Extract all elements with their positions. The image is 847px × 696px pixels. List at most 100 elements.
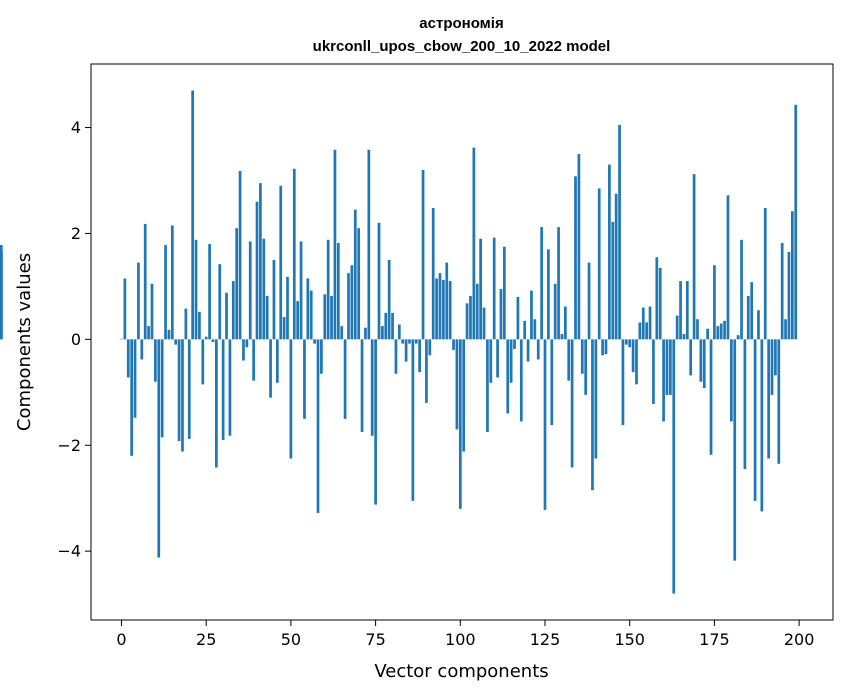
bar-110 [492, 237, 496, 340]
bar-34 [235, 228, 239, 340]
bar-75 [374, 339, 377, 505]
bar-13 [164, 245, 167, 340]
bar-149 [624, 339, 628, 345]
bar-180 [730, 339, 733, 422]
bar-111 [496, 339, 499, 378]
bar-112 [499, 289, 503, 340]
bar-85 [408, 339, 411, 344]
bar-65 [340, 326, 344, 340]
bar-103 [469, 295, 472, 340]
bar-195 [780, 242, 784, 340]
bar-17 [177, 339, 181, 442]
bar-119 [523, 320, 527, 340]
bar-140 [594, 339, 598, 459]
y-tick-label: 4 [71, 118, 81, 137]
bar-121 [530, 290, 533, 340]
bar-150 [628, 339, 632, 348]
bar-48 [282, 317, 286, 340]
bar-102 [465, 303, 469, 340]
bar-14 [167, 329, 171, 340]
bar-169 [692, 174, 696, 340]
bar-37 [245, 339, 249, 348]
bar-194 [777, 339, 781, 464]
bar-183 [740, 239, 743, 340]
bar-129 [557, 227, 560, 340]
bar-162 [669, 339, 672, 395]
bar-50 [289, 339, 293, 459]
bar-101 [462, 339, 466, 452]
bar-131 [563, 306, 567, 340]
bar-191 [767, 339, 770, 459]
bar-90 [425, 339, 428, 403]
bar-141 [597, 188, 601, 340]
bar-69 [353, 209, 357, 340]
bar-135 [577, 154, 581, 340]
bar-54 [303, 339, 306, 419]
bar-58 [316, 339, 320, 514]
bar-26 [208, 244, 211, 340]
bar-165 [679, 281, 682, 340]
bar-77 [381, 326, 384, 340]
x-tick-label: 150 [614, 630, 645, 649]
bar-133 [570, 339, 574, 468]
bar-175 [713, 265, 716, 340]
bar-172 [702, 339, 706, 389]
bar-132 [567, 339, 571, 381]
bar-120 [526, 339, 530, 362]
bar-78 [384, 312, 388, 340]
bar-146 [614, 193, 618, 340]
bar-80 [391, 312, 394, 340]
bar-59 [320, 339, 323, 374]
bar-108 [486, 339, 489, 433]
bar-47 [279, 185, 283, 340]
bar-161 [665, 339, 669, 395]
bar-168 [689, 339, 693, 376]
bar-73 [367, 149, 371, 340]
bars-group [0, 90, 798, 594]
bar-198 [790, 211, 794, 340]
bar-43 [265, 295, 269, 340]
bar-164 [675, 315, 679, 340]
bar-147 [618, 124, 621, 340]
bar-166 [682, 334, 686, 340]
bar-158 [655, 257, 659, 340]
bar-97 [448, 281, 452, 340]
x-tick-label: 100 [445, 630, 476, 649]
bar-192 [770, 339, 774, 395]
bar-151 [631, 339, 635, 373]
bar-181 [733, 339, 737, 561]
bar-38 [248, 241, 252, 340]
chart-title: астрономія [419, 15, 503, 32]
bar-156 [648, 306, 652, 340]
bar-95 [442, 280, 445, 340]
bar-62 [330, 295, 333, 340]
bar-19 [184, 308, 188, 340]
bar-20 [187, 339, 191, 439]
bar-21 [191, 90, 194, 340]
bar-9 [150, 283, 154, 340]
x-tick-label: 175 [699, 630, 730, 649]
bar-10 [154, 339, 157, 382]
bar-0 [120, 338, 123, 340]
bar-71 [360, 339, 364, 433]
bar-122 [533, 319, 537, 340]
x-tick-label: 125 [530, 630, 561, 649]
bar-188 [757, 310, 760, 340]
bar-39 [252, 339, 255, 381]
x-axis-label: Vector components [374, 661, 548, 682]
bar-115 [509, 339, 513, 383]
bar-3 [130, 339, 134, 456]
bar-123 [536, 339, 540, 360]
bar-182 [736, 335, 740, 340]
bar-87 [414, 339, 418, 344]
bar-4 [133, 339, 137, 418]
bar-63 [333, 149, 337, 340]
y-tick-label: −2 [57, 436, 81, 455]
bar-193 [774, 339, 777, 376]
bar-93 [435, 278, 438, 340]
bar-24 [201, 339, 205, 385]
bar-105 [475, 283, 479, 340]
bar-18 [181, 339, 184, 452]
bar-199 [794, 104, 798, 340]
